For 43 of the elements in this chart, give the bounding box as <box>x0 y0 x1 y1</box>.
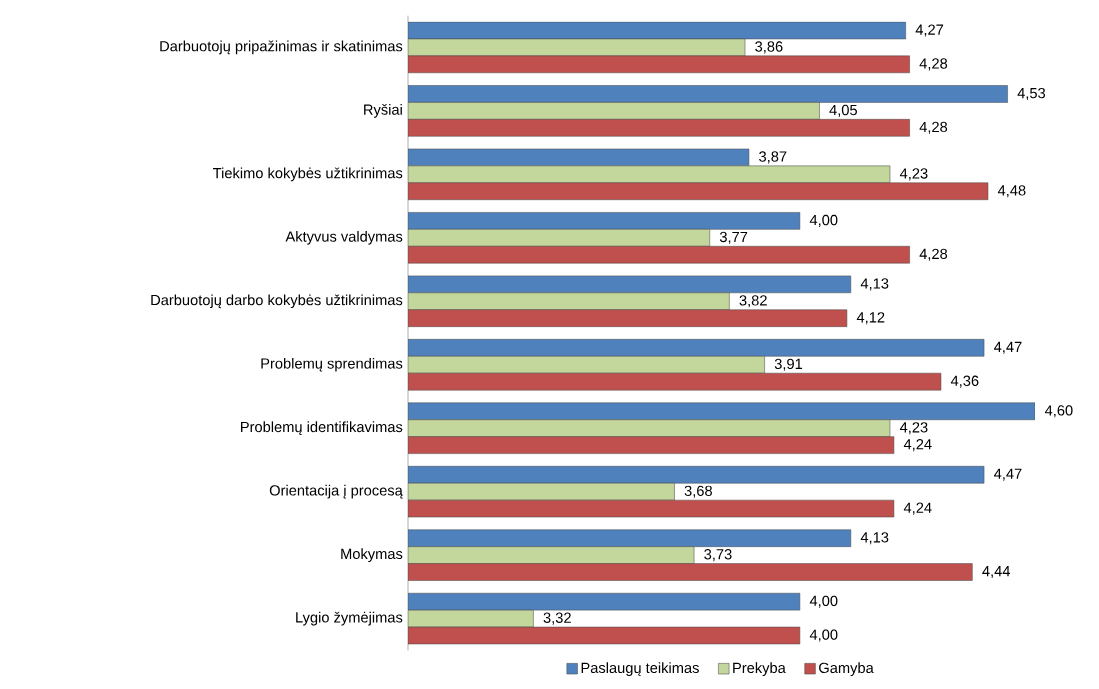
y-tick-label: Darbuotojų pripažinimas ir skatinimas <box>160 40 403 55</box>
data-label: 3,77 <box>719 231 748 244</box>
y-tick-label: Problemų sprendimas <box>261 357 403 372</box>
data-label: 4,48 <box>997 185 1026 198</box>
y-tick-label: Darbuotojų darbo kokybės užtikrinimas <box>151 294 403 309</box>
data-label: 4,12 <box>856 312 885 325</box>
legend-label: Prekyba <box>733 662 786 676</box>
data-label: 4,00 <box>809 595 838 608</box>
data-label: 4,13 <box>860 278 889 291</box>
y-tick-label: Problemų identifikavimas <box>241 421 403 436</box>
legend-label: Paslaugų teikimas <box>581 662 699 676</box>
data-label: 4,44 <box>982 566 1011 579</box>
legend-label: Gamyba <box>819 662 874 676</box>
y-tick-label: Ryšiai <box>364 104 402 118</box>
data-label: 4,47 <box>994 341 1022 354</box>
data-label: 4,47 <box>994 468 1022 481</box>
data-label: 4,28 <box>919 58 948 71</box>
y-tick-label: Orientacija į procesą <box>269 484 403 499</box>
data-label: 4,05 <box>829 104 857 117</box>
data-label: 3,32 <box>543 612 571 625</box>
data-label: 4,00 <box>809 629 838 642</box>
data-label: 4,27 <box>915 24 944 37</box>
y-tick-label: Aktyvus valdymas <box>285 230 403 245</box>
data-label: 4,13 <box>860 532 889 545</box>
data-label: 4,23 <box>899 168 928 181</box>
data-label: 4,28 <box>919 121 948 134</box>
y-tick-label: Tiekimo kokybės užtikrinimas <box>213 167 403 182</box>
data-label: 4,36 <box>950 375 979 388</box>
data-label: 3,68 <box>684 485 712 498</box>
data-label: 3,87 <box>759 151 787 164</box>
data-label: 3,82 <box>739 295 767 308</box>
data-label: 4,24 <box>903 502 932 515</box>
y-tick-label: Lygio žymėjimas <box>296 611 403 626</box>
data-label: 4,23 <box>899 422 928 435</box>
data-label: 4,60 <box>1044 405 1073 418</box>
data-label: 3,91 <box>774 358 803 371</box>
y-tick-label: Mokymas <box>341 548 403 562</box>
data-label: 4,28 <box>919 248 948 261</box>
data-label: 4,24 <box>903 439 932 452</box>
data-label: 4,53 <box>1017 87 1046 101</box>
data-label: 4,00 <box>809 214 838 227</box>
data-label: 3,86 <box>755 41 783 54</box>
data-label: 3,73 <box>704 549 732 562</box>
